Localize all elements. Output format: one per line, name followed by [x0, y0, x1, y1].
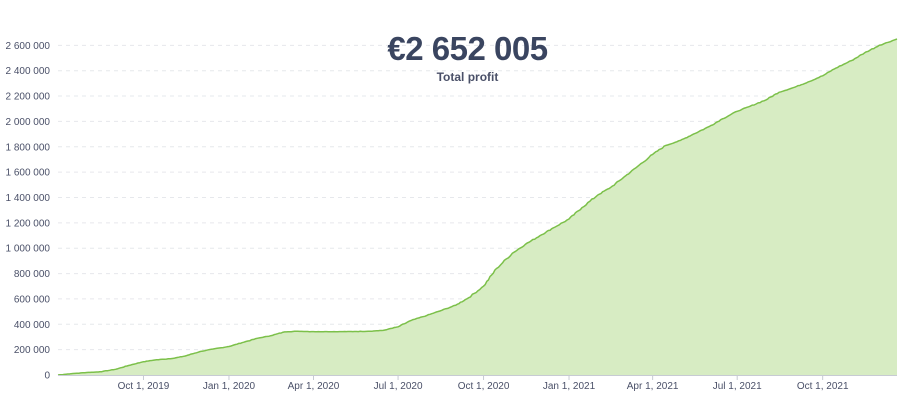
profit-area-fill: [58, 39, 897, 375]
x-tick-label: Oct 1, 2020: [458, 381, 510, 392]
x-tick-label: Jul 1, 2020: [374, 381, 423, 392]
x-tick-label: Apr 1, 2021: [627, 381, 679, 392]
y-tick-label: 2 200 000: [6, 92, 51, 103]
x-tick-label: Jan 1, 2020: [203, 381, 256, 392]
y-tick-label: 0: [44, 371, 50, 382]
y-tick-label: 2 000 000: [6, 117, 51, 128]
y-tick-label: 800 000: [14, 269, 51, 280]
x-tick-label: Jan 1, 2021: [543, 381, 596, 392]
y-tick-label: 1 800 000: [6, 142, 51, 153]
profit-line: [57, 38, 898, 376]
y-tick-label: 1 200 000: [6, 218, 51, 229]
total-profit-value: €2 652 005: [387, 30, 548, 67]
y-tick-label: 2 600 000: [6, 41, 51, 52]
y-tick-label: 1 000 000: [6, 244, 51, 255]
y-axis: 0 200 000 400 000 600 000 800 000 1 000 000 1 …: [6, 41, 51, 382]
y-tick-label: 400 000: [14, 320, 51, 331]
x-tick-label: Oct 1, 2019: [118, 381, 170, 392]
y-tick-label: 600 000: [14, 294, 51, 305]
y-tick-label: 1 400 000: [6, 193, 51, 204]
y-tick-label: 200 000: [14, 345, 51, 356]
y-tick-label: 2 400 000: [6, 66, 51, 77]
y-tick-label: 1 600 000: [6, 168, 51, 179]
x-tick-label: Jul 1, 2021: [713, 381, 762, 392]
x-axis: Oct 1, 2019 Jan 1, 2020 Apr 1, 2020 Jul 1, …: [58, 375, 897, 392]
total-profit-summary: €2 652 005 Total profit: [0, 30, 900, 84]
x-tick-label: Apr 1, 2020: [288, 381, 340, 392]
x-tick-label: Oct 1, 2021: [797, 381, 849, 392]
total-profit-label: Total profit: [436, 70, 499, 84]
area-series: [57, 38, 898, 376]
